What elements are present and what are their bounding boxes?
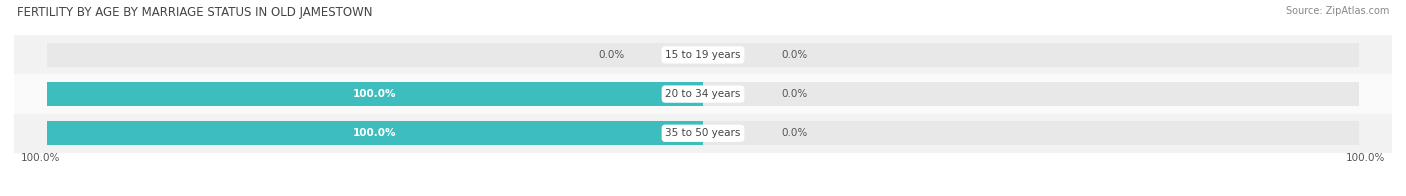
Text: 100.0%: 100.0% (353, 89, 396, 99)
Text: 0.0%: 0.0% (782, 50, 808, 60)
Bar (46, 43, 1360, 67)
Bar (46, 121, 703, 145)
Bar (46, 82, 703, 106)
Bar (14, 35, 1392, 74)
Text: FERTILITY BY AGE BY MARRIAGE STATUS IN OLD JAMESTOWN: FERTILITY BY AGE BY MARRIAGE STATUS IN O… (17, 6, 373, 19)
Bar (46, 82, 1360, 106)
Text: 100.0%: 100.0% (1346, 153, 1385, 163)
Bar (14, 114, 1392, 153)
Bar (46, 121, 1360, 145)
Text: 35 to 50 years: 35 to 50 years (665, 128, 741, 138)
Bar (14, 74, 1392, 114)
Text: 15 to 19 years: 15 to 19 years (665, 50, 741, 60)
Text: Source: ZipAtlas.com: Source: ZipAtlas.com (1285, 6, 1389, 16)
Text: 20 to 34 years: 20 to 34 years (665, 89, 741, 99)
Text: 100.0%: 100.0% (353, 128, 396, 138)
Text: 0.0%: 0.0% (782, 128, 808, 138)
Text: 0.0%: 0.0% (782, 89, 808, 99)
Text: 100.0%: 100.0% (21, 153, 60, 163)
Text: 0.0%: 0.0% (598, 50, 624, 60)
